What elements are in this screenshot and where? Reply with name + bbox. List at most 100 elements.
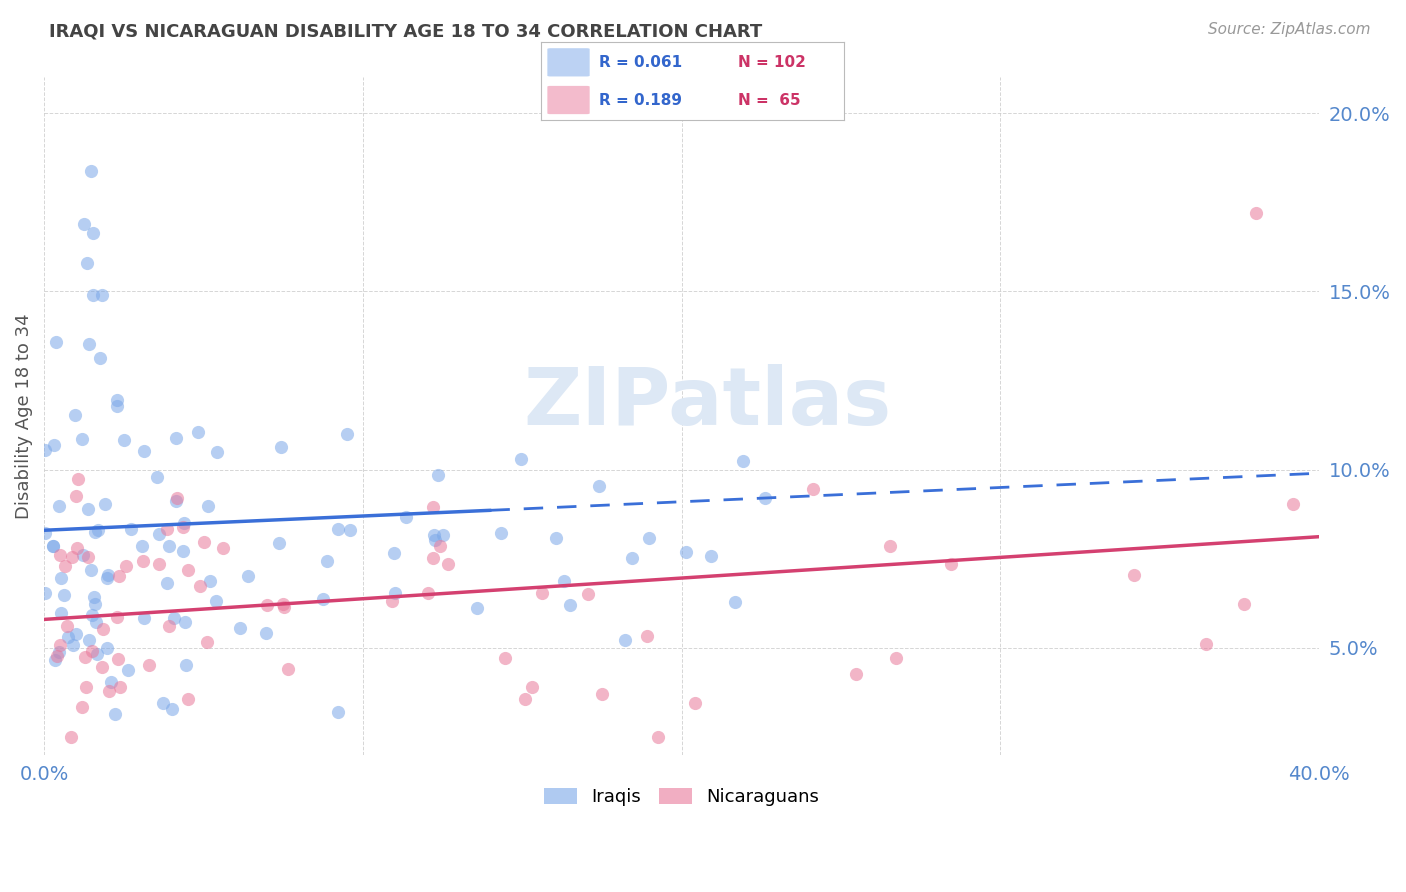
Point bbox=[96, 640, 118, 655]
Point bbox=[77, 632, 100, 647]
Legend: Iraqis, Nicaraguans: Iraqis, Nicaraguans bbox=[537, 780, 827, 814]
Point bbox=[67, 472, 90, 486]
Point bbox=[636, 629, 658, 643]
Point bbox=[205, 445, 228, 459]
Point bbox=[1233, 598, 1256, 612]
Point bbox=[157, 619, 180, 633]
Point bbox=[236, 569, 259, 583]
Point bbox=[49, 606, 72, 620]
Point bbox=[1123, 567, 1146, 582]
Point bbox=[315, 554, 337, 568]
Point bbox=[613, 633, 636, 648]
Point bbox=[34, 586, 56, 600]
Point bbox=[884, 651, 907, 665]
Point bbox=[801, 482, 824, 496]
Point bbox=[76, 256, 98, 270]
Point bbox=[336, 426, 359, 441]
Point bbox=[426, 468, 449, 483]
Point bbox=[87, 523, 110, 537]
Point bbox=[187, 425, 209, 439]
Point bbox=[105, 399, 128, 413]
Point bbox=[80, 644, 103, 658]
Point bbox=[173, 516, 195, 531]
Point bbox=[395, 509, 418, 524]
Point bbox=[494, 650, 516, 665]
Point bbox=[84, 615, 107, 629]
Point bbox=[429, 539, 451, 553]
Point bbox=[72, 548, 94, 562]
Point bbox=[107, 569, 129, 583]
Point bbox=[423, 528, 446, 542]
Point bbox=[59, 730, 82, 744]
Point bbox=[65, 489, 87, 503]
Point bbox=[105, 393, 128, 408]
Point bbox=[83, 591, 105, 605]
Point bbox=[100, 674, 122, 689]
Point bbox=[80, 607, 103, 622]
Point bbox=[700, 549, 723, 563]
Point bbox=[77, 337, 100, 351]
Point bbox=[75, 649, 97, 664]
FancyBboxPatch shape bbox=[547, 86, 589, 114]
Point bbox=[172, 544, 194, 558]
Point bbox=[82, 288, 104, 302]
Point bbox=[80, 563, 103, 577]
Point bbox=[172, 520, 194, 534]
Point bbox=[638, 531, 661, 545]
Point bbox=[48, 638, 70, 652]
Point bbox=[156, 522, 179, 536]
Point bbox=[576, 587, 599, 601]
Point bbox=[134, 610, 156, 624]
Point bbox=[195, 635, 218, 649]
Point bbox=[131, 539, 153, 553]
Point bbox=[1282, 497, 1305, 511]
Point bbox=[73, 217, 96, 231]
Point bbox=[520, 680, 543, 694]
Point bbox=[384, 586, 406, 600]
Point bbox=[553, 574, 575, 589]
Point bbox=[647, 730, 669, 744]
Point bbox=[48, 499, 70, 513]
Point bbox=[89, 351, 111, 366]
Point bbox=[176, 563, 198, 577]
Point bbox=[46, 648, 69, 663]
Point bbox=[77, 501, 100, 516]
Point bbox=[163, 611, 186, 625]
Point bbox=[44, 653, 66, 667]
Point bbox=[173, 615, 195, 629]
Point bbox=[79, 163, 101, 178]
Point bbox=[510, 452, 533, 467]
Point bbox=[105, 610, 128, 624]
Point bbox=[432, 528, 454, 542]
Point bbox=[148, 526, 170, 541]
Point bbox=[75, 680, 97, 694]
Point bbox=[146, 470, 169, 484]
Point bbox=[229, 621, 252, 635]
Point bbox=[1195, 637, 1218, 651]
Point bbox=[62, 638, 84, 652]
Point bbox=[326, 522, 349, 536]
Point bbox=[879, 539, 901, 553]
Point bbox=[423, 533, 446, 548]
Point bbox=[724, 595, 747, 609]
Point bbox=[49, 548, 72, 562]
Point bbox=[683, 696, 706, 710]
Point bbox=[339, 523, 361, 537]
Point bbox=[465, 600, 488, 615]
Point bbox=[1244, 206, 1267, 220]
Point bbox=[160, 701, 183, 715]
Point bbox=[591, 687, 613, 701]
Point bbox=[675, 545, 697, 559]
Point bbox=[90, 659, 112, 673]
Point bbox=[62, 550, 84, 565]
Point bbox=[55, 619, 77, 633]
Point bbox=[193, 535, 215, 549]
Point bbox=[82, 227, 104, 241]
Point bbox=[56, 630, 79, 644]
Point bbox=[52, 588, 75, 602]
Point bbox=[148, 558, 170, 572]
Point bbox=[131, 553, 153, 567]
Point bbox=[51, 570, 73, 584]
Point bbox=[437, 558, 460, 572]
Point bbox=[530, 586, 553, 600]
